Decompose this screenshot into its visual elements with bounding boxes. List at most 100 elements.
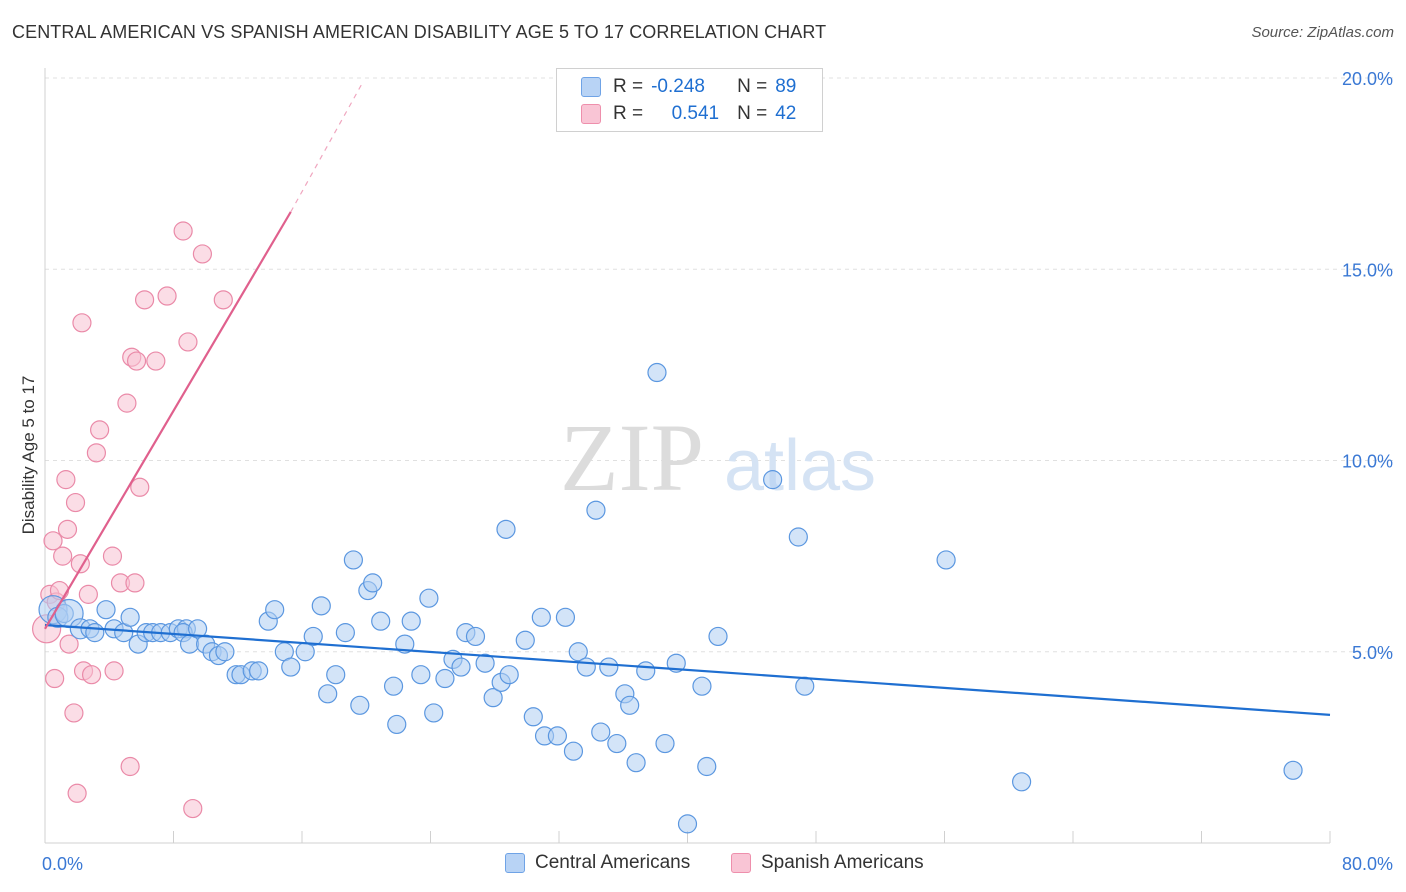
spanish-americans-point (183, 798, 203, 819)
spanish-americans-point (65, 492, 86, 513)
series-legend-spanish: Spanish Americans (731, 852, 924, 874)
correlation-legend: R = -0.248 N = 89 R = 0.541 N = 42 (556, 68, 823, 132)
central-americans-point (465, 626, 486, 647)
central-americans-point (383, 676, 404, 696)
central-americans-point (411, 665, 431, 685)
central-americans-point (499, 665, 519, 685)
series-swatch-blue (505, 853, 525, 873)
legend-swatch-pink (581, 104, 601, 124)
spanish-americans-point (67, 783, 87, 803)
central-americans-point (120, 607, 140, 627)
watermark: ZIP atlas (560, 404, 876, 511)
central-americans-point (697, 756, 717, 777)
central-americans-point (708, 626, 728, 647)
spanish-americans-point (134, 290, 155, 310)
spanish-americans-point (90, 420, 110, 440)
central-americans-point (788, 527, 808, 547)
central-americans-point (424, 703, 444, 723)
central-americans-point (335, 623, 355, 643)
central-americans-point (647, 362, 667, 383)
central-americans-point (363, 573, 383, 593)
spanish-americans-point (102, 546, 123, 566)
spanish-americans-point (86, 443, 107, 463)
y-tick-label: 5.0% (1352, 643, 1393, 663)
spanish-americans-trend-line (44, 211, 292, 630)
central-americans-point (395, 634, 415, 654)
central-americans-point (1283, 760, 1303, 780)
spanish-americans-point (72, 313, 92, 333)
central-americans-point (419, 588, 439, 608)
spanish-americans-point (64, 703, 84, 723)
central-americans-point (249, 661, 269, 681)
spanish-americans-point (104, 661, 124, 681)
y-axis-label: Disability Age 5 to 17 (19, 376, 38, 535)
spanish-americans-point (78, 584, 98, 604)
central-americans-point (620, 695, 640, 715)
spanish-americans-point (125, 573, 145, 593)
central-americans-point (496, 519, 516, 539)
central-americans-point (591, 722, 611, 742)
trend-lines (44, 81, 1331, 716)
spanish-americans-trend-extension (290, 81, 364, 213)
central-americans-point (515, 630, 535, 650)
central-americans-point (326, 665, 346, 685)
central-americans-point (692, 676, 712, 696)
central-americans-point (187, 619, 208, 639)
central-americans-trend-line (44, 623, 1331, 716)
central-americans-point (96, 600, 116, 620)
central-americans-point (350, 695, 370, 715)
legend-r-value: 0.541 (671, 103, 720, 124)
central-americans-point (215, 642, 235, 662)
legend-n-label: N = (737, 103, 768, 124)
central-americans-point (636, 661, 656, 681)
spanish-americans-point (117, 393, 137, 413)
central-americans-point (795, 676, 815, 696)
central-americans-point (586, 500, 606, 520)
central-americans-point (343, 550, 363, 570)
watermark-zip: ZIP (560, 404, 704, 511)
central-americans-point (763, 470, 783, 490)
central-americans-point (435, 668, 455, 689)
central-americans-point (626, 753, 646, 773)
y-tick-label: 15.0% (1342, 260, 1393, 280)
spanish-americans-point (130, 477, 150, 497)
central-americans-point (547, 726, 567, 746)
spanish-americans-point (173, 221, 193, 241)
spanish-americans-point (43, 531, 63, 551)
central-americans-point (677, 814, 698, 834)
spanish-americans-point (157, 286, 177, 306)
series-name-central: Central Americans (535, 852, 691, 873)
tick-labels: 5.0% 10.0% 15.0% 20.0% 0.0% 80.0% (42, 69, 1393, 874)
central-americans-point (599, 657, 619, 677)
central-americans-point (531, 607, 551, 627)
central-americans-point (311, 596, 331, 616)
legend-r-label: R = (613, 76, 644, 97)
legend-swatch-blue (581, 77, 601, 97)
central-americans-point (371, 611, 391, 631)
central-americans-point (451, 657, 471, 677)
legend-row-spanish: R = 0.541 N = 42 (581, 102, 796, 126)
central-americans-point (85, 623, 105, 643)
spanish-americans-point (178, 332, 198, 352)
spanish-americans-point (126, 351, 147, 371)
spanish-americans-point (213, 290, 233, 310)
legend-r-value: -0.248 (651, 76, 705, 97)
chart-title: CENTRAL AMERICAN VS SPANISH AMERICAN DIS… (12, 22, 827, 42)
spanish-americans-points (32, 221, 233, 819)
gridlines (45, 77, 1395, 653)
axes (44, 68, 1331, 844)
series-name-spanish: Spanish Americans (761, 852, 924, 873)
spanish-americans-point (192, 244, 213, 264)
central-americans-point (318, 684, 338, 704)
legend-n-label: N = (737, 76, 768, 97)
watermark-atlas: atlas (724, 426, 876, 506)
x-tick-label: 0.0% (42, 854, 83, 874)
legend-n-value: 89 (775, 76, 797, 97)
spanish-americans-point (81, 665, 102, 685)
spanish-americans-point (53, 546, 73, 566)
central-americans-point (523, 707, 543, 727)
central-americans-point (401, 611, 421, 631)
central-americans-point (576, 657, 596, 677)
central-americans-point (281, 657, 301, 677)
